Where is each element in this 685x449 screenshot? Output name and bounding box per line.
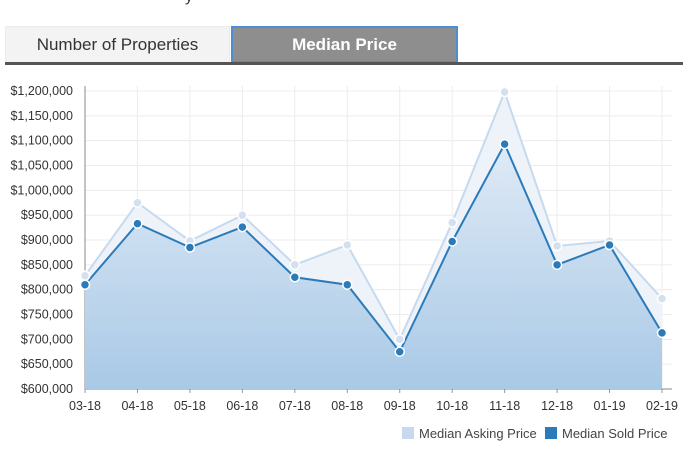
y-tick-label: $600,000 <box>21 382 73 396</box>
sold-price-point <box>499 138 510 150</box>
y-tick-label: $900,000 <box>21 233 73 247</box>
y-tick-label: $700,000 <box>21 332 73 346</box>
sold-price-point <box>394 346 405 357</box>
x-tick-label: 01-19 <box>594 399 626 413</box>
x-tick-label: 04-18 <box>121 399 153 413</box>
sold-price-point <box>656 327 668 339</box>
sold-price-point <box>551 259 563 271</box>
legend-swatch-asking <box>402 427 414 439</box>
tab-number-of-properties[interactable]: Number of Properties <box>5 26 230 63</box>
y-tick-label: $1,100,000 <box>10 134 73 148</box>
x-tick-label: 09-18 <box>384 399 416 413</box>
x-tick-label: 02-19 <box>646 399 678 413</box>
sold-price-point <box>184 242 196 253</box>
y-tick-label: $1,150,000 <box>10 109 73 123</box>
asking-price-point <box>394 334 405 345</box>
y-tick-label: $1,000,000 <box>10 183 73 197</box>
legend-label-sold: Median Sold Price <box>562 426 668 441</box>
sold-price-point <box>132 218 143 229</box>
asking-price-point <box>79 270 91 282</box>
y-tick-label: $1,050,000 <box>10 159 73 173</box>
x-tick-label: 06-18 <box>226 399 258 413</box>
y-tick-label: $950,000 <box>21 208 73 222</box>
asking-price-line <box>84 89 663 342</box>
x-tick-label: 11-18 <box>489 399 520 413</box>
sold-price-area <box>85 144 662 389</box>
asking-price-point <box>551 240 563 252</box>
asking-price-point <box>446 217 458 228</box>
asking-price-point <box>237 209 248 221</box>
x-tick-label: 10-18 <box>436 399 468 413</box>
y-tick-label: $750,000 <box>21 308 73 322</box>
legend-swatch-sold <box>545 427 557 439</box>
asking-price-point <box>656 293 668 304</box>
sold-price-point <box>289 272 301 283</box>
x-tick-label: 08-18 <box>331 399 363 413</box>
x-tick-label: 07-18 <box>279 399 311 413</box>
y-tick-label: $1,200,000 <box>10 84 73 98</box>
sold-price-point <box>237 221 248 233</box>
y-tick-label: $800,000 <box>21 283 73 297</box>
tab-underline <box>5 62 683 65</box>
sold-price-point <box>342 279 353 290</box>
asking-price-point <box>499 86 510 98</box>
asking-price-point <box>132 197 143 208</box>
cropped-heading: y <box>0 0 685 6</box>
x-tick-label: 03-18 <box>69 399 101 413</box>
y-tick-label: $650,000 <box>21 357 73 371</box>
sold-price-point <box>604 239 615 251</box>
x-tick-label: 12-18 <box>541 399 573 413</box>
y-tick-label: $850,000 <box>21 258 73 272</box>
legend-label-asking: Median Asking Price <box>419 426 537 441</box>
sold-price-point <box>446 236 458 247</box>
x-tick-label: 05-18 <box>174 399 206 413</box>
sold-price-point <box>79 279 91 290</box>
sold-price-line <box>84 141 663 354</box>
asking-price-point <box>342 239 353 251</box>
asking-price-point <box>289 259 301 271</box>
